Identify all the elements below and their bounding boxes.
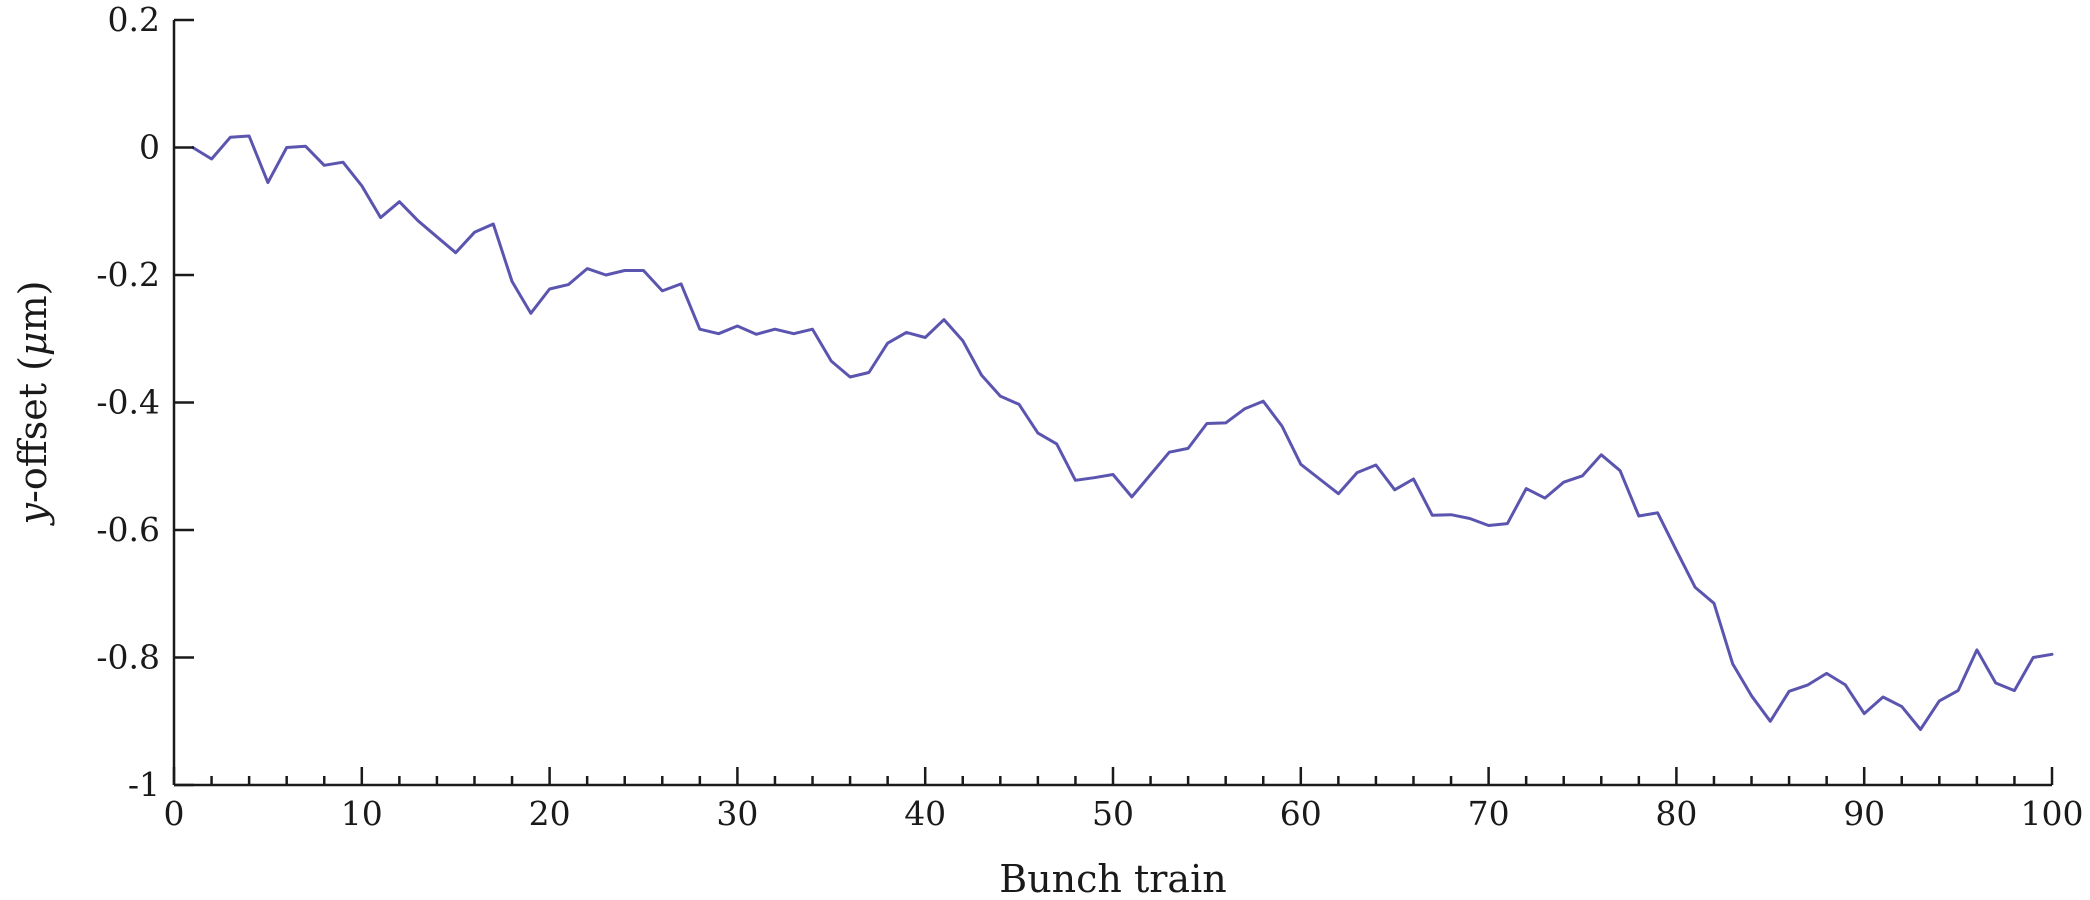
y-tick-label: 0 xyxy=(139,128,160,167)
x-tick-label: 40 xyxy=(904,794,946,833)
y-tick-label: 0.2 xyxy=(108,0,160,39)
x-tick-label: 80 xyxy=(1655,794,1697,833)
y-axis-title-text: -offset ( xyxy=(11,356,55,503)
x-tick-label: 30 xyxy=(716,794,758,833)
plot-area xyxy=(191,134,2054,731)
y-axis-title-variable: y xyxy=(11,502,55,526)
x-tick-label: 90 xyxy=(1843,794,1885,833)
x-tick-label: 50 xyxy=(1092,794,1134,833)
y-tick-label: -0.2 xyxy=(96,255,160,294)
y-axis-ticks: -1 -0.8 -0.6 -0.4 -0.2 0 0.2 xyxy=(96,0,194,804)
x-tick-label: 0 xyxy=(164,794,185,833)
y-tick-label: -0.8 xyxy=(96,638,160,677)
y-axis-title-mu: μ xyxy=(11,331,55,356)
series-line xyxy=(191,134,2054,731)
x-axis-ticks: 0 10 20 30 40 50 60 70 80 90 100 xyxy=(164,767,2084,833)
x-axis-title: Bunch train xyxy=(999,857,1226,900)
x-tick-label: 20 xyxy=(529,794,571,833)
y-tick-label: -0.6 xyxy=(96,510,160,549)
y-tick-label: -0.4 xyxy=(96,383,160,422)
axes xyxy=(172,20,2052,787)
y-axis-title-unit: m) xyxy=(11,281,55,332)
x-tick-label: 60 xyxy=(1280,794,1322,833)
x-tick-label: 10 xyxy=(341,794,383,833)
y-axis-title: y-offset (μm) xyxy=(11,281,55,527)
y-tick-label: -1 xyxy=(128,765,160,804)
x-tick-label: 100 xyxy=(2021,794,2084,833)
x-tick-label: 70 xyxy=(1468,794,1510,833)
